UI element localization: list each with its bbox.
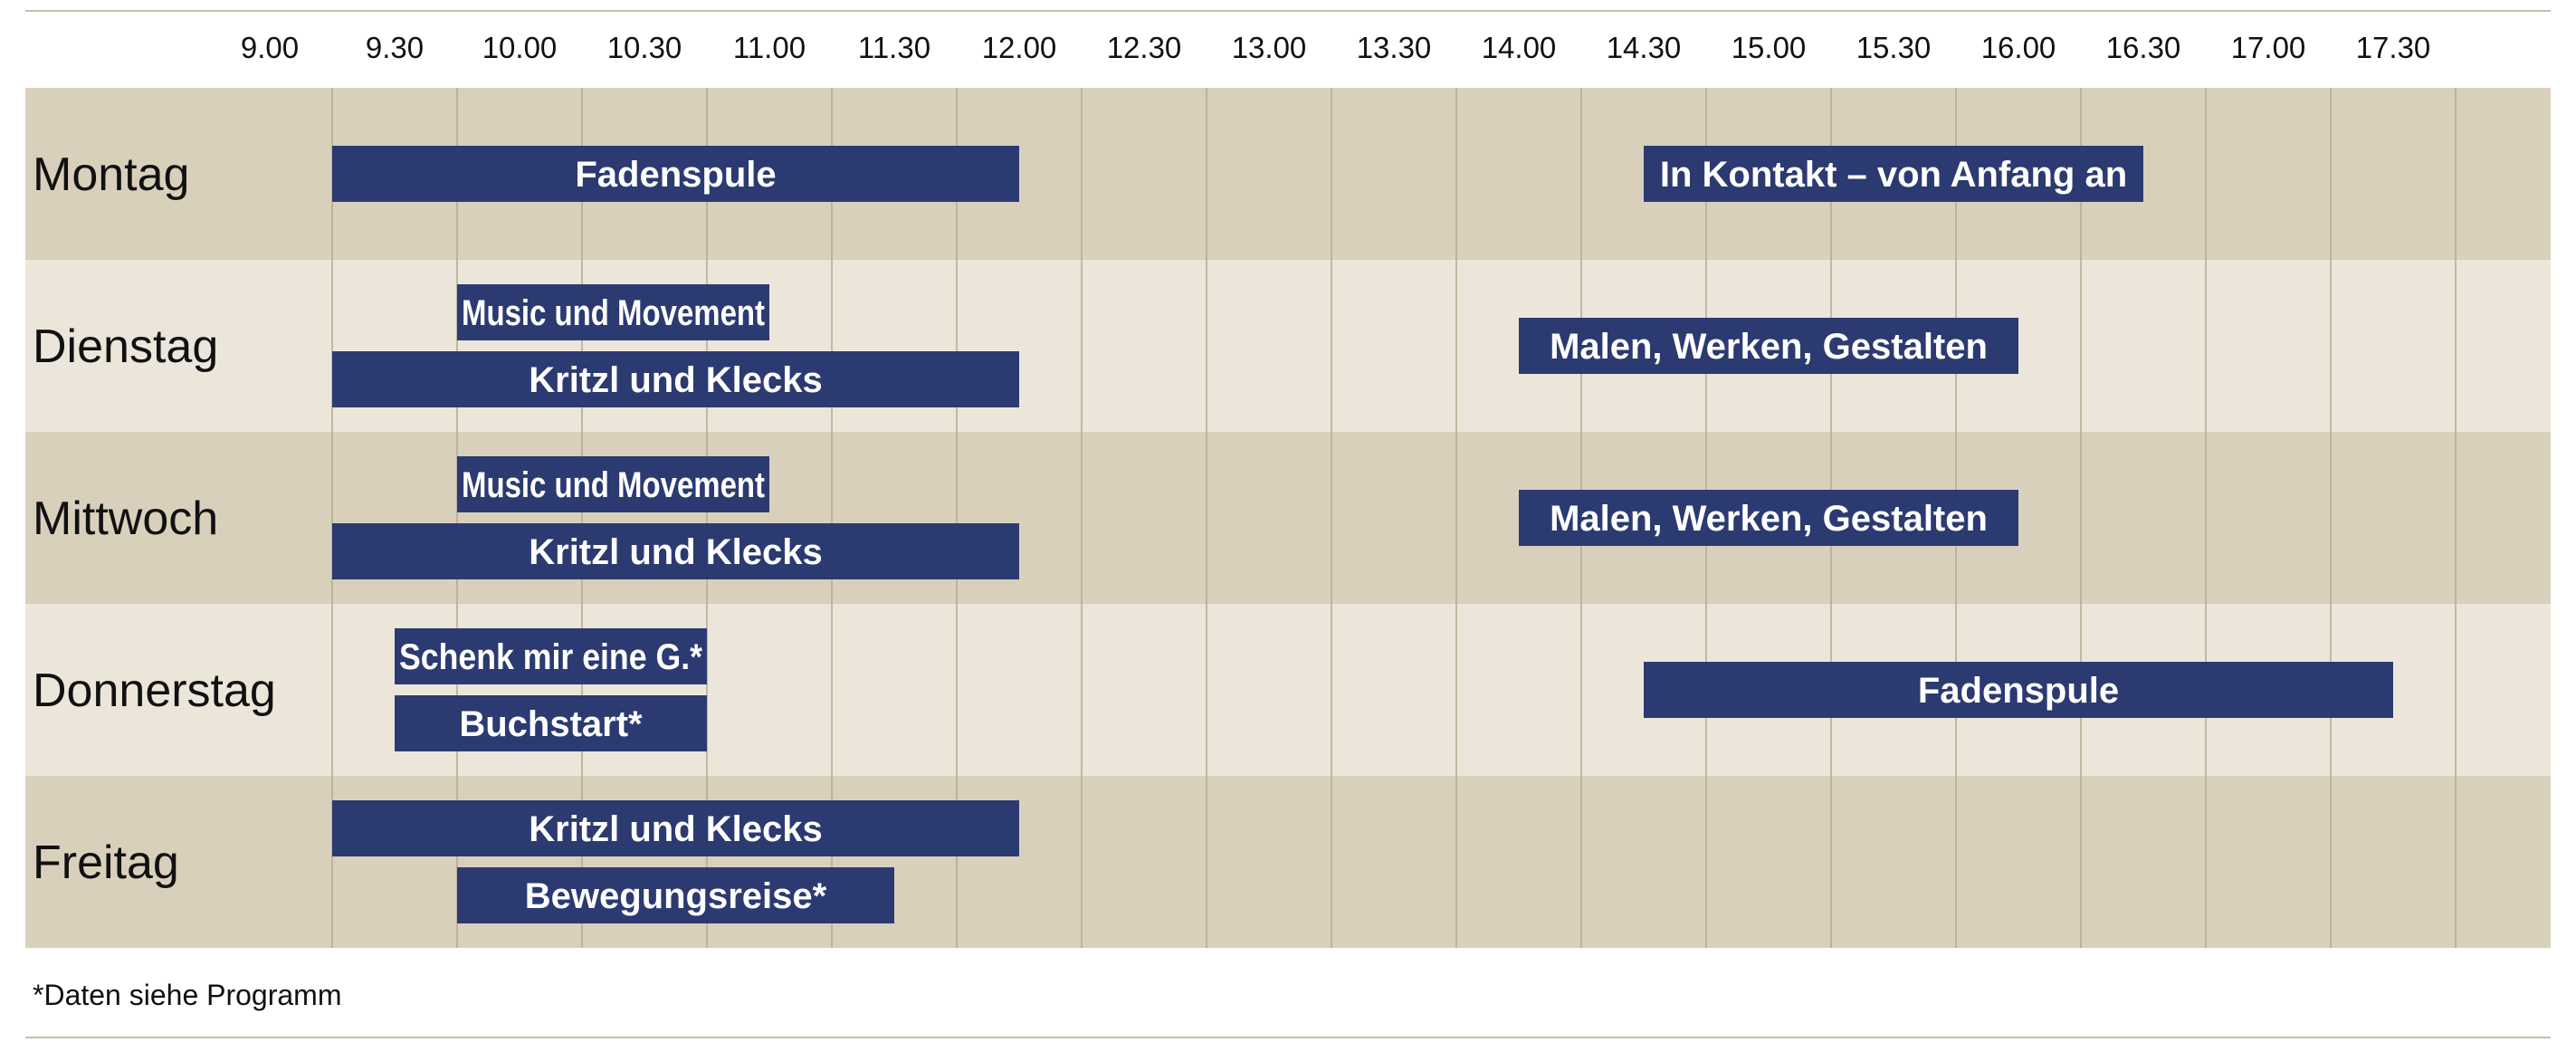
day-label: Mittwoch — [33, 493, 218, 545]
time-tick-label: 17.00 — [2231, 31, 2306, 64]
event-bar — [457, 867, 894, 923]
event-bar — [395, 695, 707, 751]
day-label: Dienstag — [33, 320, 218, 373]
time-tick-label: 13.00 — [1232, 31, 1307, 64]
time-tick-label: 16.30 — [2106, 31, 2181, 64]
row-backgrounds — [25, 88, 2551, 948]
event-label: Bewegungsreise* — [525, 876, 827, 916]
time-tick-label: 12.00 — [982, 31, 1057, 64]
time-tick-label: 9.00 — [241, 31, 299, 64]
time-tick-label: 13.30 — [1357, 31, 1432, 64]
day-labels: Montag Dienstag Mittwoch Donnerstag Freitag — [33, 148, 276, 889]
day-label: Montag — [33, 148, 189, 201]
time-tick-label: 11.00 — [733, 31, 806, 64]
time-axis-labels: 9.00 9.30 10.00 10.30 11.00 11.30 12.00 12.30 13… — [241, 31, 2430, 64]
event-label: Malen, Werken, Gestalten — [1550, 499, 1988, 539]
event-label: Fadenspule — [1918, 671, 2119, 711]
time-tick-label: 17.30 — [2356, 31, 2431, 64]
day-label: Freitag — [33, 837, 179, 889]
time-tick-label: 10.00 — [482, 31, 558, 64]
event-bars: Fadenspule In Kontakt – von Anfang an Musi… — [332, 146, 2393, 923]
time-tick-label: 11.30 — [858, 31, 930, 64]
event-bar — [395, 628, 707, 684]
event-bar — [457, 284, 769, 340]
event-bar — [332, 523, 1019, 579]
event-label: Music und Movement — [462, 293, 765, 333]
event-label: Kritzl und Klecks — [529, 809, 823, 849]
event-bar — [1519, 490, 2018, 546]
time-tick-label: 15.00 — [1732, 31, 1807, 64]
time-tick-label: 14.30 — [1607, 31, 1682, 64]
event-label: In Kontakt – von Anfang an — [1660, 155, 2127, 195]
time-gridlines — [331, 88, 2457, 948]
event-bar — [332, 800, 1019, 856]
time-tick-label: 15.30 — [1856, 31, 1932, 64]
event-label: Kritzl und Klecks — [529, 360, 823, 400]
time-tick-label: 9.30 — [366, 31, 424, 64]
event-label: Malen, Werken, Gestalten — [1550, 327, 1988, 367]
time-tick-label: 10.30 — [607, 31, 682, 64]
event-bar — [457, 456, 769, 512]
event-label: Kritzl und Klecks — [529, 532, 823, 572]
time-tick-label: 12.30 — [1107, 31, 1182, 64]
footnote: *Daten siehe Programm — [33, 979, 341, 1011]
event-label: Schenk mir eine G.* — [399, 637, 702, 677]
event-label: Fadenspule — [575, 155, 776, 195]
event-bar — [1519, 318, 2018, 374]
event-bar — [1644, 146, 2143, 202]
event-label: Buchstart* — [459, 704, 643, 744]
time-tick-label: 16.00 — [1981, 31, 2056, 64]
event-label: Music und Movement — [462, 465, 765, 505]
event-bar — [1644, 662, 2393, 718]
day-label: Donnerstag — [33, 665, 276, 717]
event-bar — [332, 351, 1019, 407]
event-bar — [332, 146, 1019, 202]
time-tick-label: 14.00 — [1482, 31, 1557, 64]
